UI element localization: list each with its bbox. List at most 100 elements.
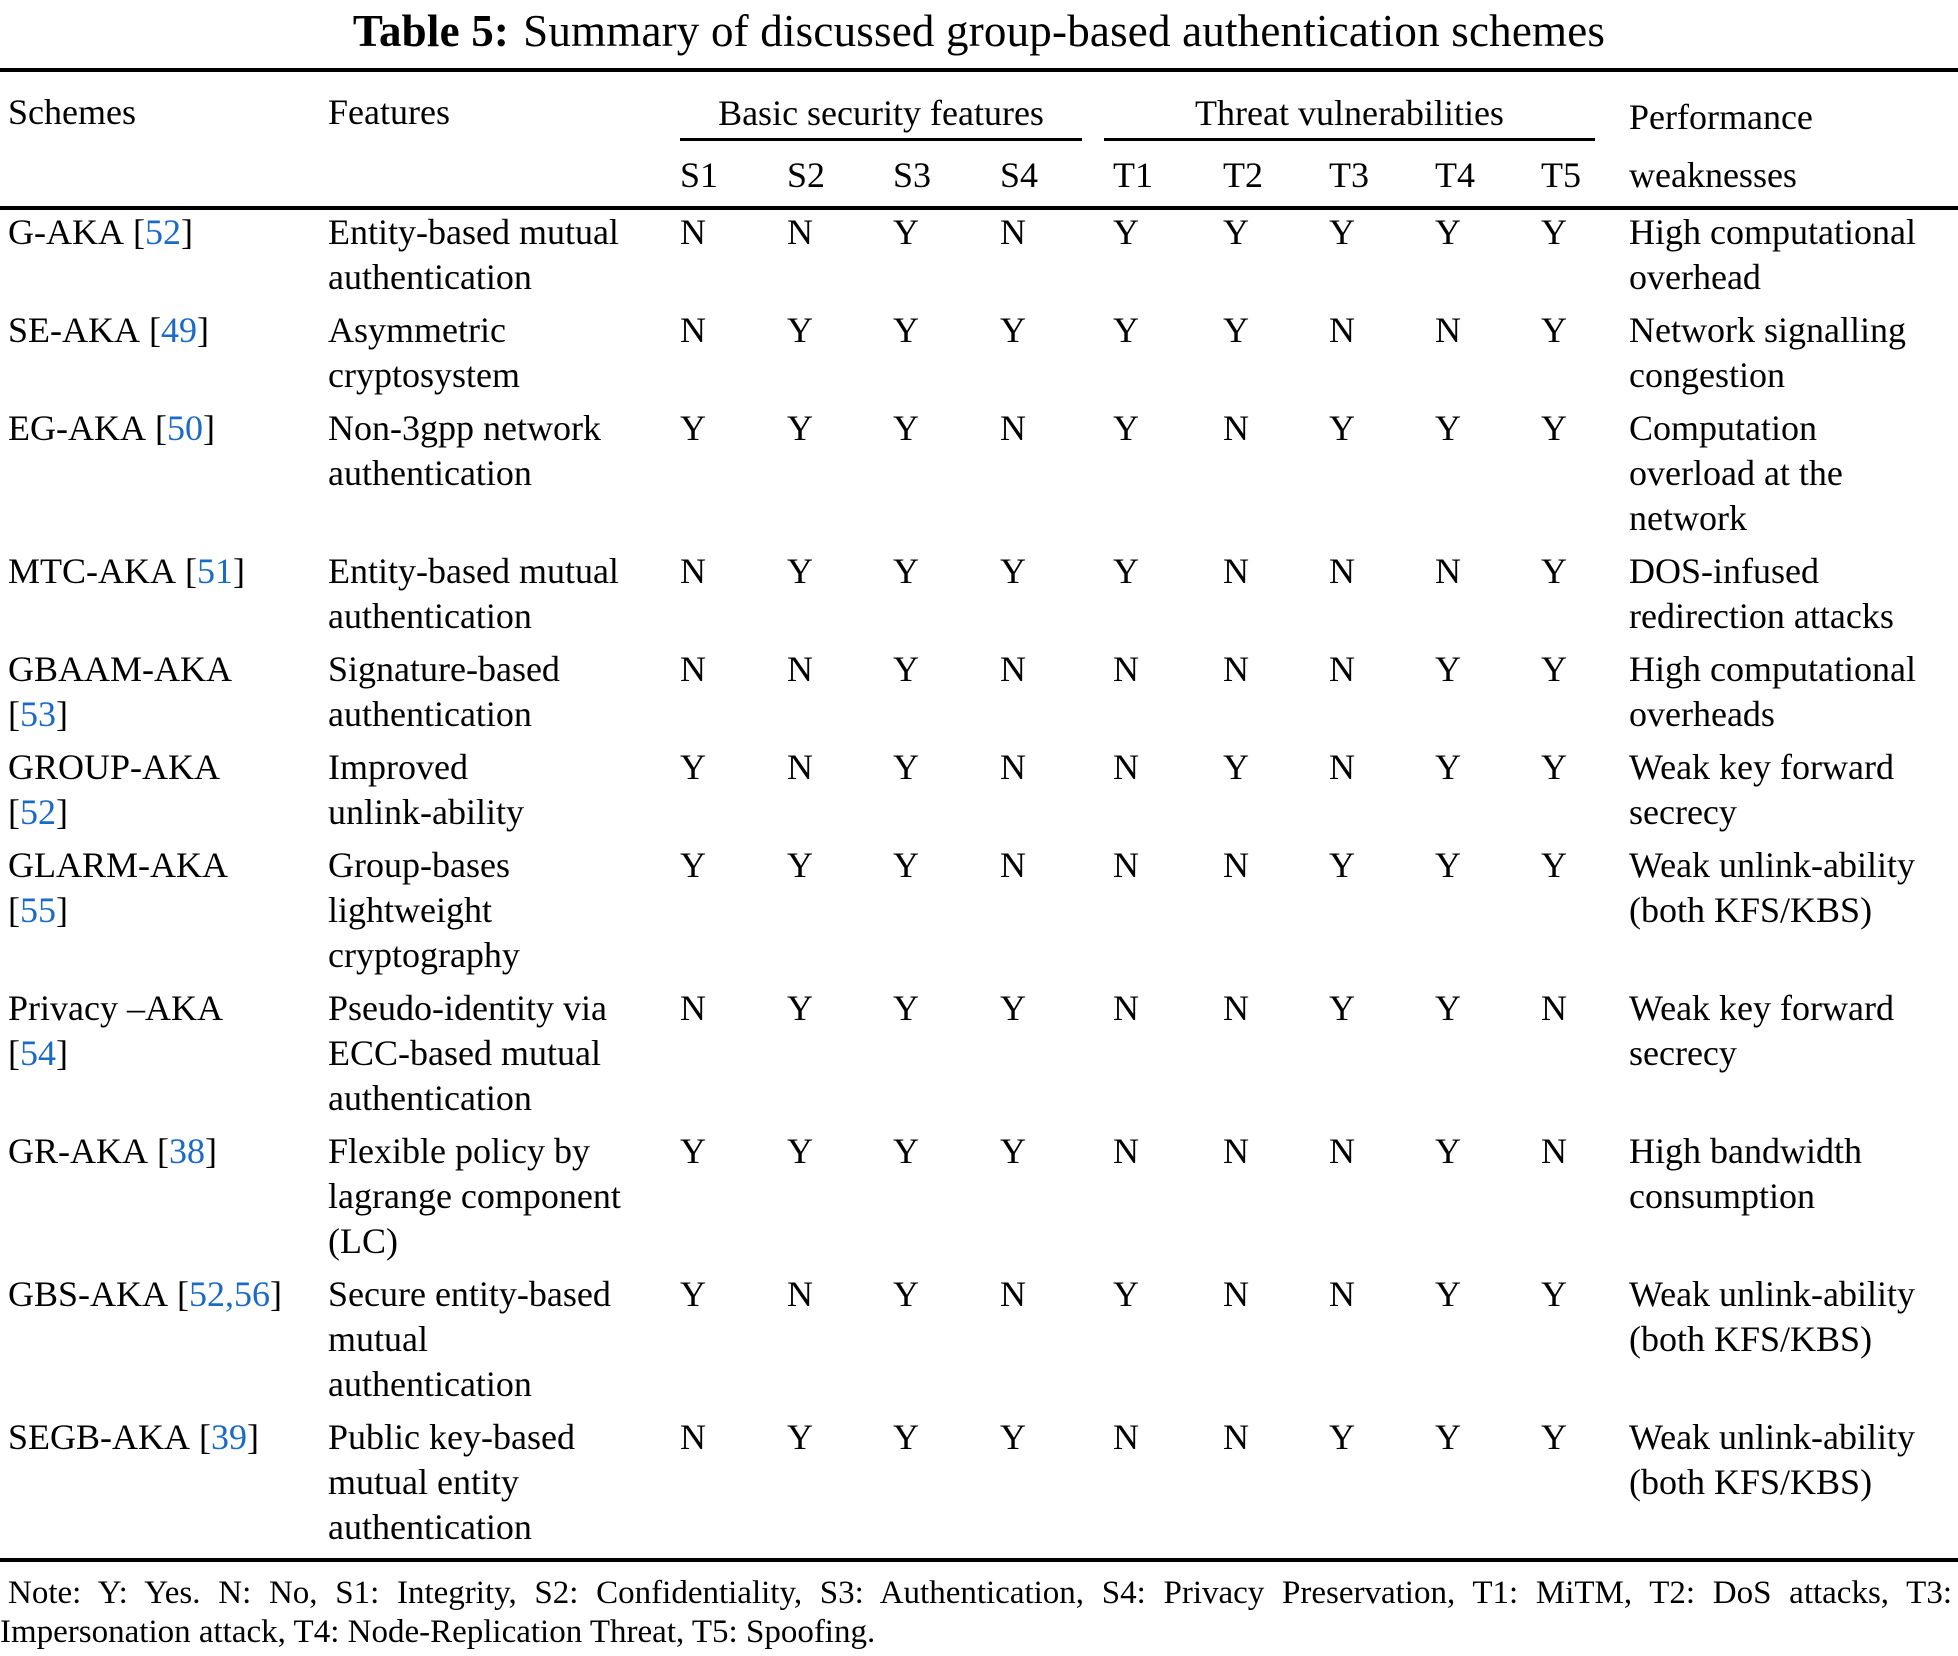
col-header-t4: T4 (1435, 155, 1475, 195)
s2-value-cell: N (787, 1274, 813, 1314)
t1-value-cell: N (1113, 1417, 1139, 1457)
t1-value-cell: Y (1113, 310, 1139, 350)
scheme-cell: Privacy –AKA [54] (8, 986, 328, 1129)
scheme-cell: EG-AKA [50] (8, 406, 328, 549)
t2-value-cell: N (1223, 1131, 1249, 1171)
scheme-name: GROUP-AKA (8, 747, 221, 787)
weakness-cell: Weak key forward secrecy (1629, 747, 1894, 832)
t4-value-cell: Y (1435, 408, 1461, 448)
citation-close-bracket: ] (56, 1033, 68, 1073)
t5-value-cell: Y (1541, 212, 1567, 252)
citation-link[interactable]: 55 (20, 890, 56, 930)
features-cell: Asymmetric cryptosystem (328, 310, 520, 395)
citation-link[interactable]: 51 (197, 551, 233, 591)
citation-link[interactable]: 52 (144, 212, 181, 252)
note-line-2: Impersonation attack, T4: Node-Replicati… (0, 1614, 876, 1650)
t4-value-cell: N (1435, 551, 1461, 591)
citation-close-bracket: ] (233, 551, 245, 591)
s2-value-cell: Y (787, 845, 813, 885)
weakness-cell: Weak unlink-ability (both KFS/KBS) (1629, 845, 1916, 930)
citation-close-bracket: ] (56, 890, 68, 930)
weakness-cell: Computation overload at the network (1629, 408, 1843, 538)
s4-value-cell: N (1000, 212, 1026, 252)
col-header-s2: S2 (787, 155, 826, 195)
t3-value-cell: N (1329, 1274, 1355, 1314)
t5-value-cell: Y (1541, 649, 1567, 689)
citation-open-bracket: [ (185, 551, 197, 591)
scheme-cell: GBAAM-AKA [53] (8, 647, 328, 745)
s2-value-cell: Y (787, 1131, 813, 1171)
s3-value-cell: Y (893, 747, 919, 787)
s2-value-cell: N (787, 649, 813, 689)
s1-value-cell: N (680, 212, 706, 252)
weakness-cell: High computational overheads (1629, 649, 1916, 734)
t3-value-cell: Y (1329, 1417, 1355, 1457)
s3-value-cell: Y (893, 1274, 919, 1314)
table-caption-label: Table 5: (352, 6, 510, 56)
weakness-cell: Weak key forward secrecy (1629, 988, 1894, 1073)
citation-link[interactable]: 52 (20, 792, 56, 832)
col-header-s4: S4 (1000, 155, 1039, 195)
t3-value-cell: N (1329, 551, 1355, 591)
features-cell: Flexible policy by lagrange component (L… (328, 1131, 621, 1261)
citation-link[interactable]: 49 (161, 310, 197, 350)
scheme-ref: [52] (124, 212, 193, 252)
s1-value-cell: Y (680, 1274, 706, 1314)
t4-value-cell: Y (1435, 988, 1461, 1028)
t2-value-cell: Y (1223, 747, 1249, 787)
citation-link[interactable]: 53 (20, 694, 56, 734)
s3-value-cell: Y (893, 310, 919, 350)
t1-value-cell: N (1113, 988, 1139, 1028)
citation-link[interactable]: 38 (169, 1131, 205, 1171)
scheme-cell: GROUP-AKA [52] (8, 745, 328, 843)
citation-link[interactable]: 50 (166, 408, 203, 448)
t4-value-cell: Y (1435, 1131, 1461, 1171)
features-cell: Entity-based mutual authentication (328, 212, 619, 297)
t2-value-cell: N (1223, 649, 1249, 689)
scheme-cell: GR-AKA [38] (8, 1129, 328, 1272)
t5-value-cell: Y (1541, 551, 1567, 591)
scheme-name: GBAAM-AKA (8, 649, 232, 689)
t1-value-cell: N (1113, 747, 1139, 787)
weakness-cell: Network signalling congestion (1629, 310, 1906, 395)
weakness-cell: Weak unlink-ability (both KFS/KBS) (1629, 1274, 1916, 1359)
s4-value-cell: Y (1000, 1131, 1026, 1171)
citation-open-bracket: [ (8, 1033, 20, 1073)
features-cell: Entity-based mutual authentication (328, 551, 619, 636)
s4-value-cell: Y (1000, 1417, 1026, 1457)
scheme-name: SEGB-AKA (8, 1417, 191, 1457)
scheme-ref: [52,56] (168, 1274, 282, 1314)
scheme-ref: [53] (8, 692, 328, 737)
citation-link[interactable]: 54 (20, 1033, 56, 1073)
features-cell: Improved unlink-ability (328, 747, 524, 832)
col-header-performance-weaknesses: Performance weaknesses (1629, 97, 1813, 195)
s1-value-cell: Y (680, 408, 706, 448)
features-cell: Pseudo-identity via ECC-based mutual aut… (328, 988, 607, 1118)
s4-value-cell: Y (1000, 310, 1026, 350)
scheme-name: SE-AKA (8, 310, 140, 350)
s4-value-cell: N (1000, 747, 1026, 787)
citation-link[interactable]: 52,56 (189, 1274, 271, 1314)
s3-value-cell: Y (893, 212, 919, 252)
t1-value-cell: N (1113, 649, 1139, 689)
t3-value-cell: Y (1329, 408, 1355, 448)
s1-value-cell: Y (680, 845, 706, 885)
citation-close-bracket: ] (180, 212, 193, 252)
s3-value-cell: Y (893, 649, 919, 689)
s4-value-cell: N (1000, 649, 1026, 689)
scheme-name: G-AKA (8, 212, 124, 252)
citation-close-bracket: ] (56, 694, 68, 734)
t5-value-cell: Y (1541, 747, 1567, 787)
t2-value-cell: Y (1223, 310, 1249, 350)
weakness-cell: High bandwidth consumption (1629, 1131, 1862, 1216)
t5-value-cell: Y (1541, 310, 1567, 350)
t4-value-cell: N (1435, 310, 1461, 350)
note-line-1: Note: Y: Yes. N: No, S1: Integrity, S2: … (8, 1575, 1952, 1611)
weakness-cell: Weak unlink-ability (both KFS/KBS) (1629, 1417, 1916, 1502)
citation-link[interactable]: 39 (211, 1417, 248, 1457)
s4-value-cell: N (1000, 1274, 1026, 1314)
t5-value-cell: Y (1541, 845, 1567, 885)
t2-value-cell: Y (1223, 212, 1249, 252)
citation-open-bracket: [ (149, 310, 161, 350)
